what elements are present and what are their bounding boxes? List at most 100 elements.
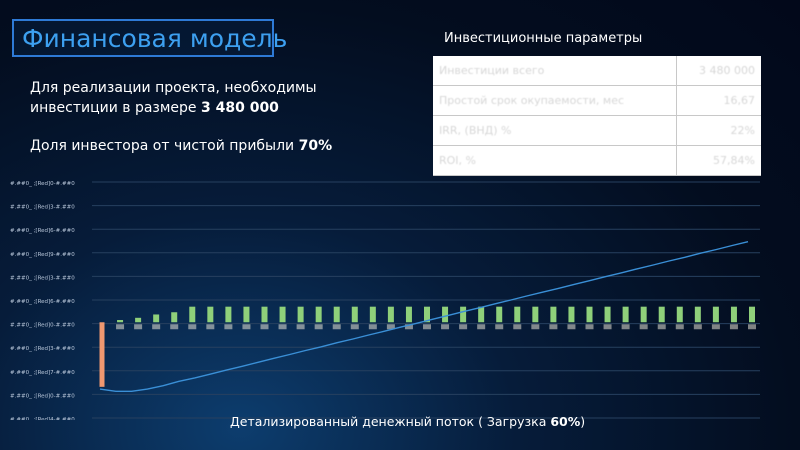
positive-bar	[387, 306, 394, 323]
y-tick-label: #.##0_ ;[Red]3-#.##0	[10, 346, 75, 352]
bar-data-label	[278, 324, 287, 330]
caption-end: )	[580, 414, 586, 429]
positive-bar	[351, 306, 358, 323]
cash-flow-bars	[99, 306, 756, 387]
intro-text: Для реализации проекта, необходимы инвес…	[30, 80, 317, 116]
y-tick-label: #.##0_ ;[Red]6-#.##0	[10, 228, 75, 234]
bar-data-label	[603, 324, 612, 330]
bar-data-label	[134, 324, 143, 330]
caption-value: 60%	[550, 414, 581, 429]
param-label: ROI, %	[433, 145, 677, 176]
positive-bar	[315, 306, 322, 323]
title-box: Финансовая модель	[12, 19, 287, 57]
table-row: Простой срок окупаемости, мес 16,67	[433, 85, 761, 116]
positive-bar	[532, 306, 539, 323]
bar-data-label	[495, 324, 504, 330]
bar-data-label	[639, 324, 648, 330]
bar-data-label	[459, 324, 468, 330]
cumulative-line	[99, 241, 749, 393]
bar-data-label	[729, 324, 738, 330]
bar-data-label	[567, 324, 576, 330]
share-text: Доля инвестора от чистой прибыли	[30, 138, 299, 154]
chart-caption: Детализированный денежный поток ( Загруз…	[230, 414, 585, 429]
positive-bar	[135, 317, 142, 323]
param-label: IRR, (ВНД) %	[433, 115, 677, 146]
positive-bar	[225, 306, 232, 323]
table-row: IRR, (ВНД) % 22%	[433, 115, 761, 146]
bar-data-label	[549, 324, 558, 330]
bar-data-label	[621, 324, 630, 330]
positive-bar	[207, 306, 214, 323]
positive-bar	[279, 306, 286, 323]
intro-amount: 3 480 000	[200, 100, 279, 116]
y-tick-label: #.##0_ ;[Red]0-#.##0	[10, 323, 75, 329]
positive-bar	[261, 306, 268, 323]
bar-data-label	[260, 324, 269, 330]
bar-data-label	[441, 324, 450, 330]
params-title: Инвестиционные параметры	[444, 31, 643, 46]
positive-bar	[640, 306, 647, 323]
positive-bar	[171, 312, 178, 323]
positive-bar	[405, 306, 412, 323]
positive-bar	[712, 306, 719, 323]
bar-data-label	[242, 324, 251, 330]
positive-bar	[694, 306, 701, 323]
bar-data-label	[206, 324, 215, 330]
positive-bar	[243, 306, 250, 323]
positive-bar	[730, 306, 737, 323]
positive-bar	[424, 306, 430, 323]
bar-data-label	[513, 324, 522, 330]
negative-bar	[99, 322, 105, 387]
positive-bar	[297, 306, 304, 323]
positive-bar	[333, 306, 340, 323]
y-tick-label: #.##0_ ;[Red]4-#.##0	[10, 417, 75, 420]
positive-bar	[117, 320, 124, 323]
param-value: 16,67	[676, 85, 761, 116]
y-tick-label: #.##0_ ;[Red]0-#.##0	[10, 393, 75, 399]
page-title: Финансовая модель	[22, 24, 288, 53]
positive-bar	[586, 306, 593, 323]
positive-bar	[478, 306, 485, 323]
table-row: ROI, % 57,84%	[433, 145, 761, 176]
share-value: 70%	[298, 138, 333, 154]
bar-data-label	[531, 324, 540, 330]
positive-bar	[622, 306, 629, 323]
y-tick-label: #.##0_ ;[Red]7-#.##0	[10, 370, 75, 376]
bar-data-label	[350, 324, 359, 330]
y-tick-label: #.##0_ ;[Red]3-#.##0	[10, 275, 75, 281]
investor-share: Доля инвестора от чистой прибыли 70%	[30, 138, 332, 154]
param-label: Инвестиции всего	[433, 56, 677, 86]
y-tick-label: #.##0_ ;[Red]6-#.##0	[10, 299, 75, 305]
bar-data-label	[748, 324, 756, 330]
grid-lines	[92, 181, 760, 419]
bar-data-label	[693, 324, 702, 330]
bar-data-label	[711, 324, 720, 330]
positive-bar	[658, 306, 665, 323]
bar-data-label	[477, 324, 486, 330]
bar-data-label	[386, 324, 395, 330]
positive-bar	[676, 306, 683, 323]
bar-data-label	[404, 324, 413, 330]
bar-data-label	[152, 324, 161, 330]
positive-bar	[460, 306, 467, 323]
bar-data-label	[585, 324, 594, 330]
param-value: 3 480 000	[676, 56, 761, 86]
param-value: 57,84%	[676, 145, 761, 176]
investment-statement: Для реализации проекта, необходимы инвес…	[30, 78, 340, 118]
bar-data-label	[368, 324, 377, 330]
positive-bar	[496, 306, 503, 323]
y-tick-label: #.##0_ ;[Red]0-#.##0	[10, 181, 75, 187]
bar-data-label	[188, 324, 197, 330]
param-label: Простой срок окупаемости, мес	[433, 85, 677, 116]
bar-data-label	[423, 324, 431, 330]
cash-flow-chart: #.##0_ ;[Red]0-#.##0 #.##0_ ;[Red]3-#.##0…	[10, 181, 760, 420]
positive-bar	[442, 306, 449, 323]
positive-bar	[369, 306, 376, 323]
y-tick-label: #.##0_ ;[Red]9-#.##0	[10, 252, 75, 258]
bar-data-label	[296, 324, 305, 330]
bar-data-label	[116, 324, 125, 330]
y-tick-label: #.##0_ ;[Red]3-#.##0	[10, 205, 75, 211]
positive-bar	[189, 306, 196, 323]
y-axis-labels: #.##0_ ;[Red]0-#.##0 #.##0_ ;[Red]3-#.##0…	[10, 181, 75, 420]
positive-bar	[514, 306, 521, 323]
